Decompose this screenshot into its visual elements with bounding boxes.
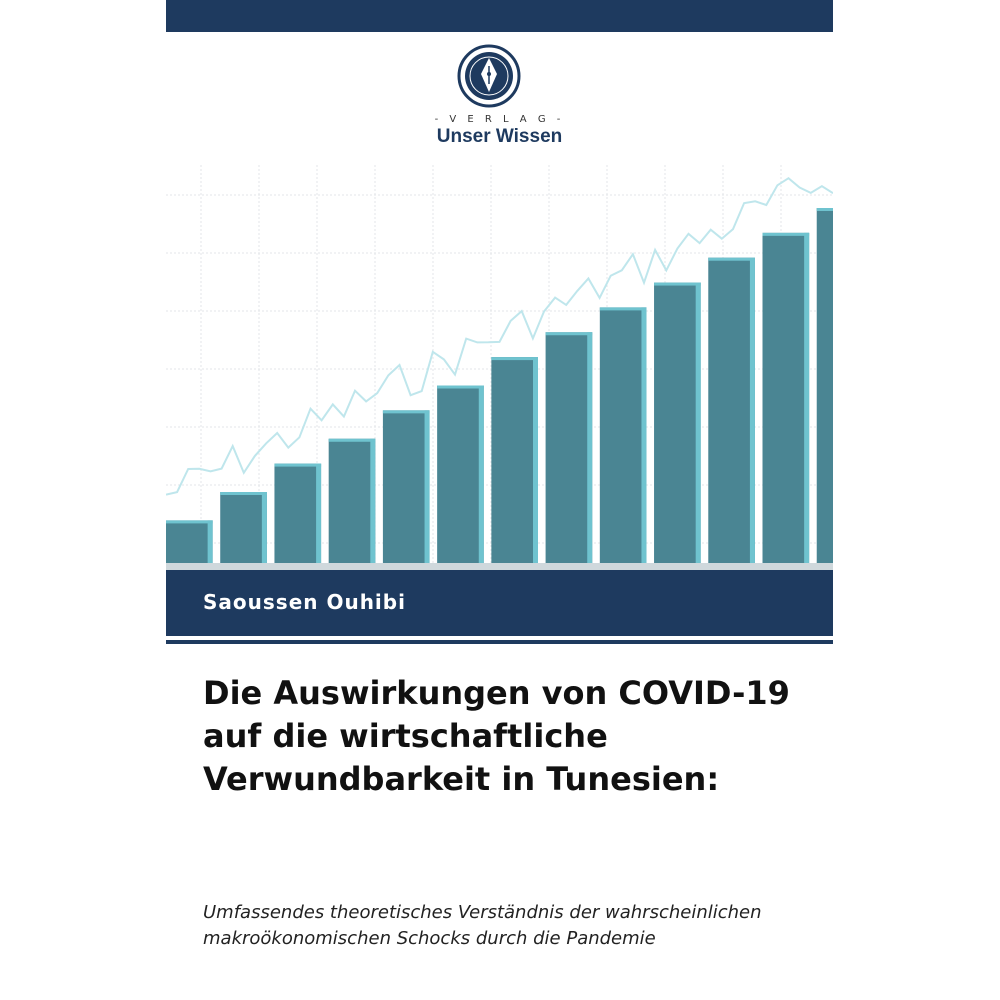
illustration-bar-top [545,332,593,336]
cover-illustration [165,165,864,570]
illustration-bar-top [708,257,755,261]
illustration-bar-top [328,438,376,442]
illustration-bar [274,463,322,563]
illustration-bar [816,208,864,563]
illustration-bar-top [437,385,484,389]
illustration-bar [708,257,755,563]
illustration-bar-edge [641,307,647,563]
illustration-bar-top [816,208,864,211]
illustration-bar [654,282,701,563]
illustration-bar-edge [587,332,593,563]
illustration-bar-edge [749,257,755,563]
book-subtitle: Umfassendes theoretisches Verständnis de… [203,902,762,949]
illustration-bar-edge [316,463,322,563]
illustration-bar [762,232,810,563]
illustration-bar-edge [804,232,810,563]
illustration-bar-edge [695,282,701,563]
illustration-bar-top [491,357,539,361]
publisher-logo: - V E R L A G - Unser Wissen [166,44,833,154]
illustration-bar [328,438,376,563]
illustration-bar-top [274,463,322,467]
illustration-bar-edge [424,410,430,563]
trend-line [165,176,834,496]
pen-nib-seal-icon [457,44,521,108]
illustration-bar [382,410,430,563]
illustration-bar [545,332,593,563]
illustration-bar-edge [478,385,484,563]
illustration-bar-edge [207,520,213,563]
illustration-bar [599,307,647,563]
book-title: Die Auswirkungen von COVID-19 auf die wi… [203,674,790,798]
illustration-bar-edge [370,438,376,563]
rising-bar-chart-icon [165,165,864,570]
illustration-bar-top [382,410,430,414]
illustration-bar-edge [261,492,267,563]
illustration-bar-top [762,232,810,236]
illustration-bar [166,520,213,563]
illustration-bar-top [599,307,647,311]
author-name: Saoussen Ouhibi [203,590,406,614]
divider-rule [166,640,833,644]
illustration-bar-edge [533,357,539,563]
illustration-floor [166,563,833,570]
author-band: Saoussen Ouhibi [166,570,833,636]
book-cover: - V E R L A G - Unser Wissen Saoussen Ou… [165,0,864,1000]
publisher-name: Unser Wissen [436,126,563,147]
illustration-bar [491,357,539,563]
illustration-bar-top [654,282,701,286]
verlag-label: - V E R L A G - [434,114,565,125]
illustration-bar [437,385,484,563]
top-band [166,0,833,32]
illustration-bar-top [220,492,267,495]
illustration-bar-top [166,520,213,524]
illustration-bar [220,492,267,563]
